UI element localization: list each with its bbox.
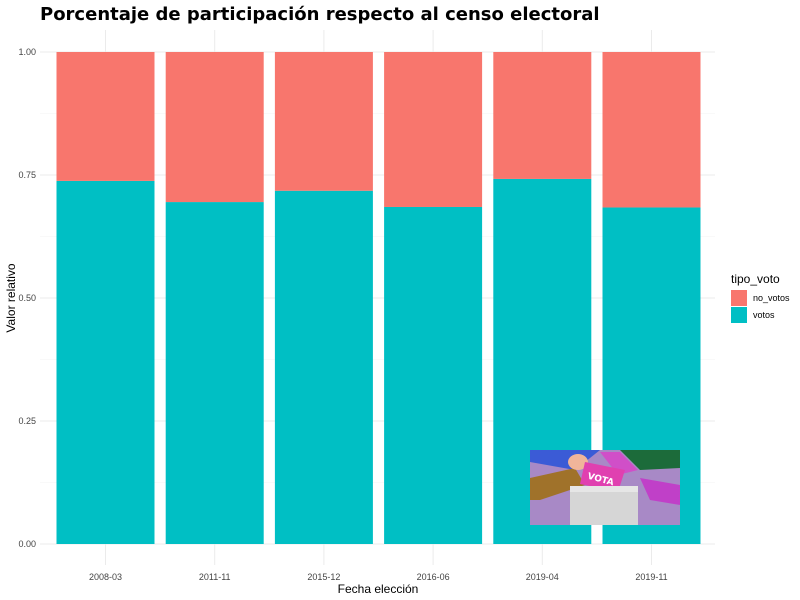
- legend-swatch-no-votos: [731, 290, 747, 306]
- ballot-paper: [580, 462, 625, 492]
- y-tick-label: 0.50: [18, 293, 36, 303]
- y-axis-title: Valor relativo: [4, 263, 18, 332]
- legend-swatch-votos: [731, 307, 747, 323]
- ballot-box-lid: [570, 486, 638, 492]
- y-axis-ticks: 0.00 0.25 0.50 0.75 1.00: [18, 47, 36, 549]
- legend: tipo_voto no_votos votos: [731, 272, 790, 323]
- legend-label-no-votos: no_votos: [753, 293, 790, 303]
- x-tick-label: 2008-03: [89, 572, 122, 582]
- bar-no-votos: [56, 52, 155, 181]
- bar-no-votos: [384, 52, 483, 207]
- brown-arm-shape: [530, 468, 585, 500]
- green-sleeve-shape: [620, 450, 680, 470]
- magenta-arm-shape: [640, 478, 680, 505]
- y-tick-label: 0.00: [18, 539, 36, 549]
- bar-no-votos: [274, 52, 373, 191]
- x-tick-label: 2015-12: [307, 572, 340, 582]
- x-tick-label: 2011-11: [199, 572, 231, 582]
- ballot-box-illustration: VOTA: [530, 450, 680, 525]
- bar-no-votos: [165, 52, 264, 203]
- bar-votos: [384, 206, 483, 545]
- x-axis-title: Fecha elección: [338, 582, 419, 596]
- chart-title: Porcentaje de participación respecto al …: [40, 4, 600, 25]
- bar-votos: [274, 190, 373, 544]
- legend-label-votos: votos: [753, 310, 775, 320]
- purple-sleeve-shape: [600, 452, 638, 475]
- bar-votos: [165, 202, 264, 544]
- x-tick-label: 2016-06: [417, 572, 450, 582]
- y-tick-label: 0.25: [18, 416, 36, 426]
- bar-votos: [56, 180, 155, 545]
- x-tick-label: 2019-04: [526, 572, 559, 582]
- bar-no-votos: [602, 52, 701, 208]
- x-axis-ticks: 2008-03 2011-11 2015-12 2016-06 2019-04 2019-…: [89, 572, 668, 582]
- y-tick-label: 0.75: [18, 170, 36, 180]
- ballot-box: [570, 486, 638, 525]
- x-tick-label: 2019-11: [635, 572, 667, 582]
- bar-no-votos: [493, 52, 592, 179]
- hand-shape: [568, 454, 588, 470]
- legend-title: tipo_voto: [731, 272, 780, 286]
- y-tick-label: 1.00: [18, 47, 36, 57]
